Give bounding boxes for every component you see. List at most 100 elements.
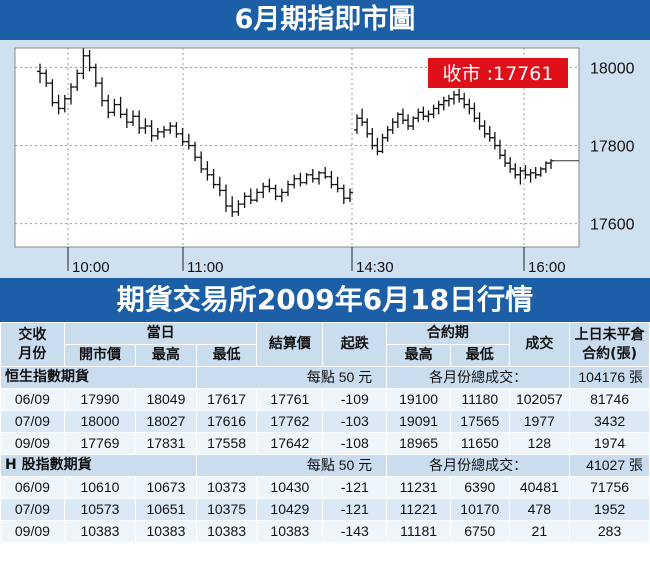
cell-change: -143 xyxy=(322,520,388,543)
header-change: 起跌 xyxy=(322,322,388,367)
close-label-bg xyxy=(428,58,568,88)
header-low: 最低 xyxy=(195,344,258,367)
futures-table: 交收 月份 當日 結算價 起跌 合約期 成交 上日未平倉 合約(張) 開市價 最高 … xyxy=(0,322,650,543)
header-contract-low: 最低 xyxy=(450,344,510,367)
x-tick-label: 10:00 xyxy=(72,259,110,276)
cell-month: 09/09 xyxy=(0,520,65,543)
section-per-point: 每點 50 元 xyxy=(195,454,388,477)
header-contract: 合約期 xyxy=(386,322,510,345)
section-total-label: 各月份總成交： xyxy=(386,366,571,389)
x-tick-label: 14:30 xyxy=(356,259,394,276)
cell-change: -121 xyxy=(322,498,388,521)
cell-contract-high: 11221 xyxy=(386,498,452,521)
header-oi-bottom: 合約(張) xyxy=(582,345,637,362)
header-settle: 結算價 xyxy=(256,322,324,367)
cell-contract-low: 6390 xyxy=(450,476,510,499)
cell-volume: 102057 xyxy=(508,388,571,411)
cell-volume: 21 xyxy=(508,520,571,543)
cell-contract-low: 6750 xyxy=(450,520,510,543)
close-label-text: 收市 :17761 xyxy=(443,63,554,85)
section-row-hsi: 恒生指數期貨 每點 50 元 各月份總成交： 104176 張 xyxy=(0,366,650,389)
cell-open-interest: 3432 xyxy=(569,410,650,433)
cell-change: -121 xyxy=(322,476,388,499)
header-month-top: 交收 xyxy=(18,326,47,343)
header-contract-high: 最高 xyxy=(386,344,452,367)
cell-open: 17990 xyxy=(63,388,137,411)
cell-settle: 10383 xyxy=(256,520,324,543)
table-row: 06/09 10610 10673 10373 10430 -121 11231 6390 40… xyxy=(0,476,650,499)
table-row: 07/09 10573 10651 10375 10429 -121 11221 10170 4… xyxy=(0,498,650,521)
cell-open: 10383 xyxy=(63,520,137,543)
chart-panel: 18000 17800 17600 10:00 11:00 14:30 16:00 收市 :1… xyxy=(0,40,650,278)
cell-contract-high: 19100 xyxy=(386,388,452,411)
cell-open-interest: 81746 xyxy=(569,388,650,411)
header-open: 開市價 xyxy=(63,344,137,367)
ohlc-chart: 18000 17800 17600 10:00 11:00 14:30 16:00 收市 :1… xyxy=(14,47,635,276)
header-volume: 成交 xyxy=(508,322,571,367)
section-total-value: 41027 張 xyxy=(569,454,650,477)
section-name: H 股指數期貨 xyxy=(0,454,197,477)
cell-volume: 128 xyxy=(508,432,571,455)
table-title: 期貨交易所2009年6月18日行情 xyxy=(0,278,650,322)
cell-low: 10373 xyxy=(195,476,258,499)
cell-high: 10651 xyxy=(135,498,197,521)
cell-contract-high: 19091 xyxy=(386,410,452,433)
section-total-value: 104176 張 xyxy=(569,366,650,389)
cell-high: 10673 xyxy=(135,476,197,499)
cell-change: -108 xyxy=(322,432,388,455)
cell-low: 10375 xyxy=(195,498,258,521)
cell-settle: 17761 xyxy=(256,388,324,411)
header-month: 交收 月份 xyxy=(0,322,65,367)
cell-settle: 10430 xyxy=(256,476,324,499)
cell-volume: 40481 xyxy=(508,476,571,499)
section-name: 恒生指數期貨 xyxy=(0,366,197,389)
cell-settle: 17762 xyxy=(256,410,324,433)
cell-month: 09/09 xyxy=(0,432,65,455)
cell-month: 06/09 xyxy=(0,476,65,499)
cell-open: 10610 xyxy=(63,476,137,499)
cell-low: 17616 xyxy=(195,410,258,433)
table-row: 07/09 18000 18027 17616 17762 -103 19091 17565 1… xyxy=(0,410,650,433)
cell-high: 17831 xyxy=(135,432,197,455)
table-row: 06/09 17990 18049 17617 17761 -109 19100 11180 1… xyxy=(0,388,650,411)
cell-settle: 17642 xyxy=(256,432,324,455)
header-high: 最高 xyxy=(135,344,197,367)
page-title: 6月期指即市圖 xyxy=(0,0,650,40)
section-total-label: 各月份總成交： xyxy=(386,454,571,477)
cell-high: 18027 xyxy=(135,410,197,433)
cell-settle: 10429 xyxy=(256,498,324,521)
cell-contract-low: 11180 xyxy=(450,388,510,411)
cell-open: 18000 xyxy=(63,410,137,433)
header-today: 當日 xyxy=(63,322,258,345)
cell-contract-low: 11650 xyxy=(450,432,510,455)
x-tick-label: 11:00 xyxy=(187,259,223,276)
cell-high: 10383 xyxy=(135,520,197,543)
cell-open-interest: 71756 xyxy=(569,476,650,499)
cell-open-interest: 1952 xyxy=(569,498,650,521)
futures-table-wrap: 交收 月份 當日 結算價 起跌 合約期 成交 上日未平倉 合約(張) 開市價 最高 … xyxy=(0,322,650,572)
header-open-interest: 上日未平倉合約(張) xyxy=(569,322,650,367)
y-tick-label: 18000 xyxy=(590,61,635,78)
cell-open: 10573 xyxy=(63,498,137,521)
cell-contract-low: 10170 xyxy=(450,498,510,521)
y-tick-label: 17800 xyxy=(590,139,635,156)
cell-contract-low: 17565 xyxy=(450,410,510,433)
cell-low: 10383 xyxy=(195,520,258,543)
cell-low: 17617 xyxy=(195,388,258,411)
cell-change: -103 xyxy=(322,410,388,433)
y-tick-label: 17600 xyxy=(590,217,635,234)
close-label-box: 收市 :17761 xyxy=(428,58,568,88)
section-row-hshare: H 股指數期貨 每點 50 元 各月份總成交： 41027 張 xyxy=(0,454,650,477)
cell-month: 06/09 xyxy=(0,388,65,411)
cell-volume: 1977 xyxy=(508,410,571,433)
cell-open-interest: 283 xyxy=(569,520,650,543)
cell-change: -109 xyxy=(322,388,388,411)
header-oi-top: 上日未平倉 xyxy=(574,326,645,343)
cell-contract-high: 11231 xyxy=(386,476,452,499)
cell-contract-high: 18965 xyxy=(386,432,452,455)
cell-month: 07/09 xyxy=(0,410,65,433)
cell-open-interest: 1974 xyxy=(569,432,650,455)
cell-volume: 478 xyxy=(508,498,571,521)
header-month-bottom: 月份 xyxy=(18,345,47,362)
table-row: 09/09 10383 10383 10383 10383 -143 11181 6750 21… xyxy=(0,520,650,543)
